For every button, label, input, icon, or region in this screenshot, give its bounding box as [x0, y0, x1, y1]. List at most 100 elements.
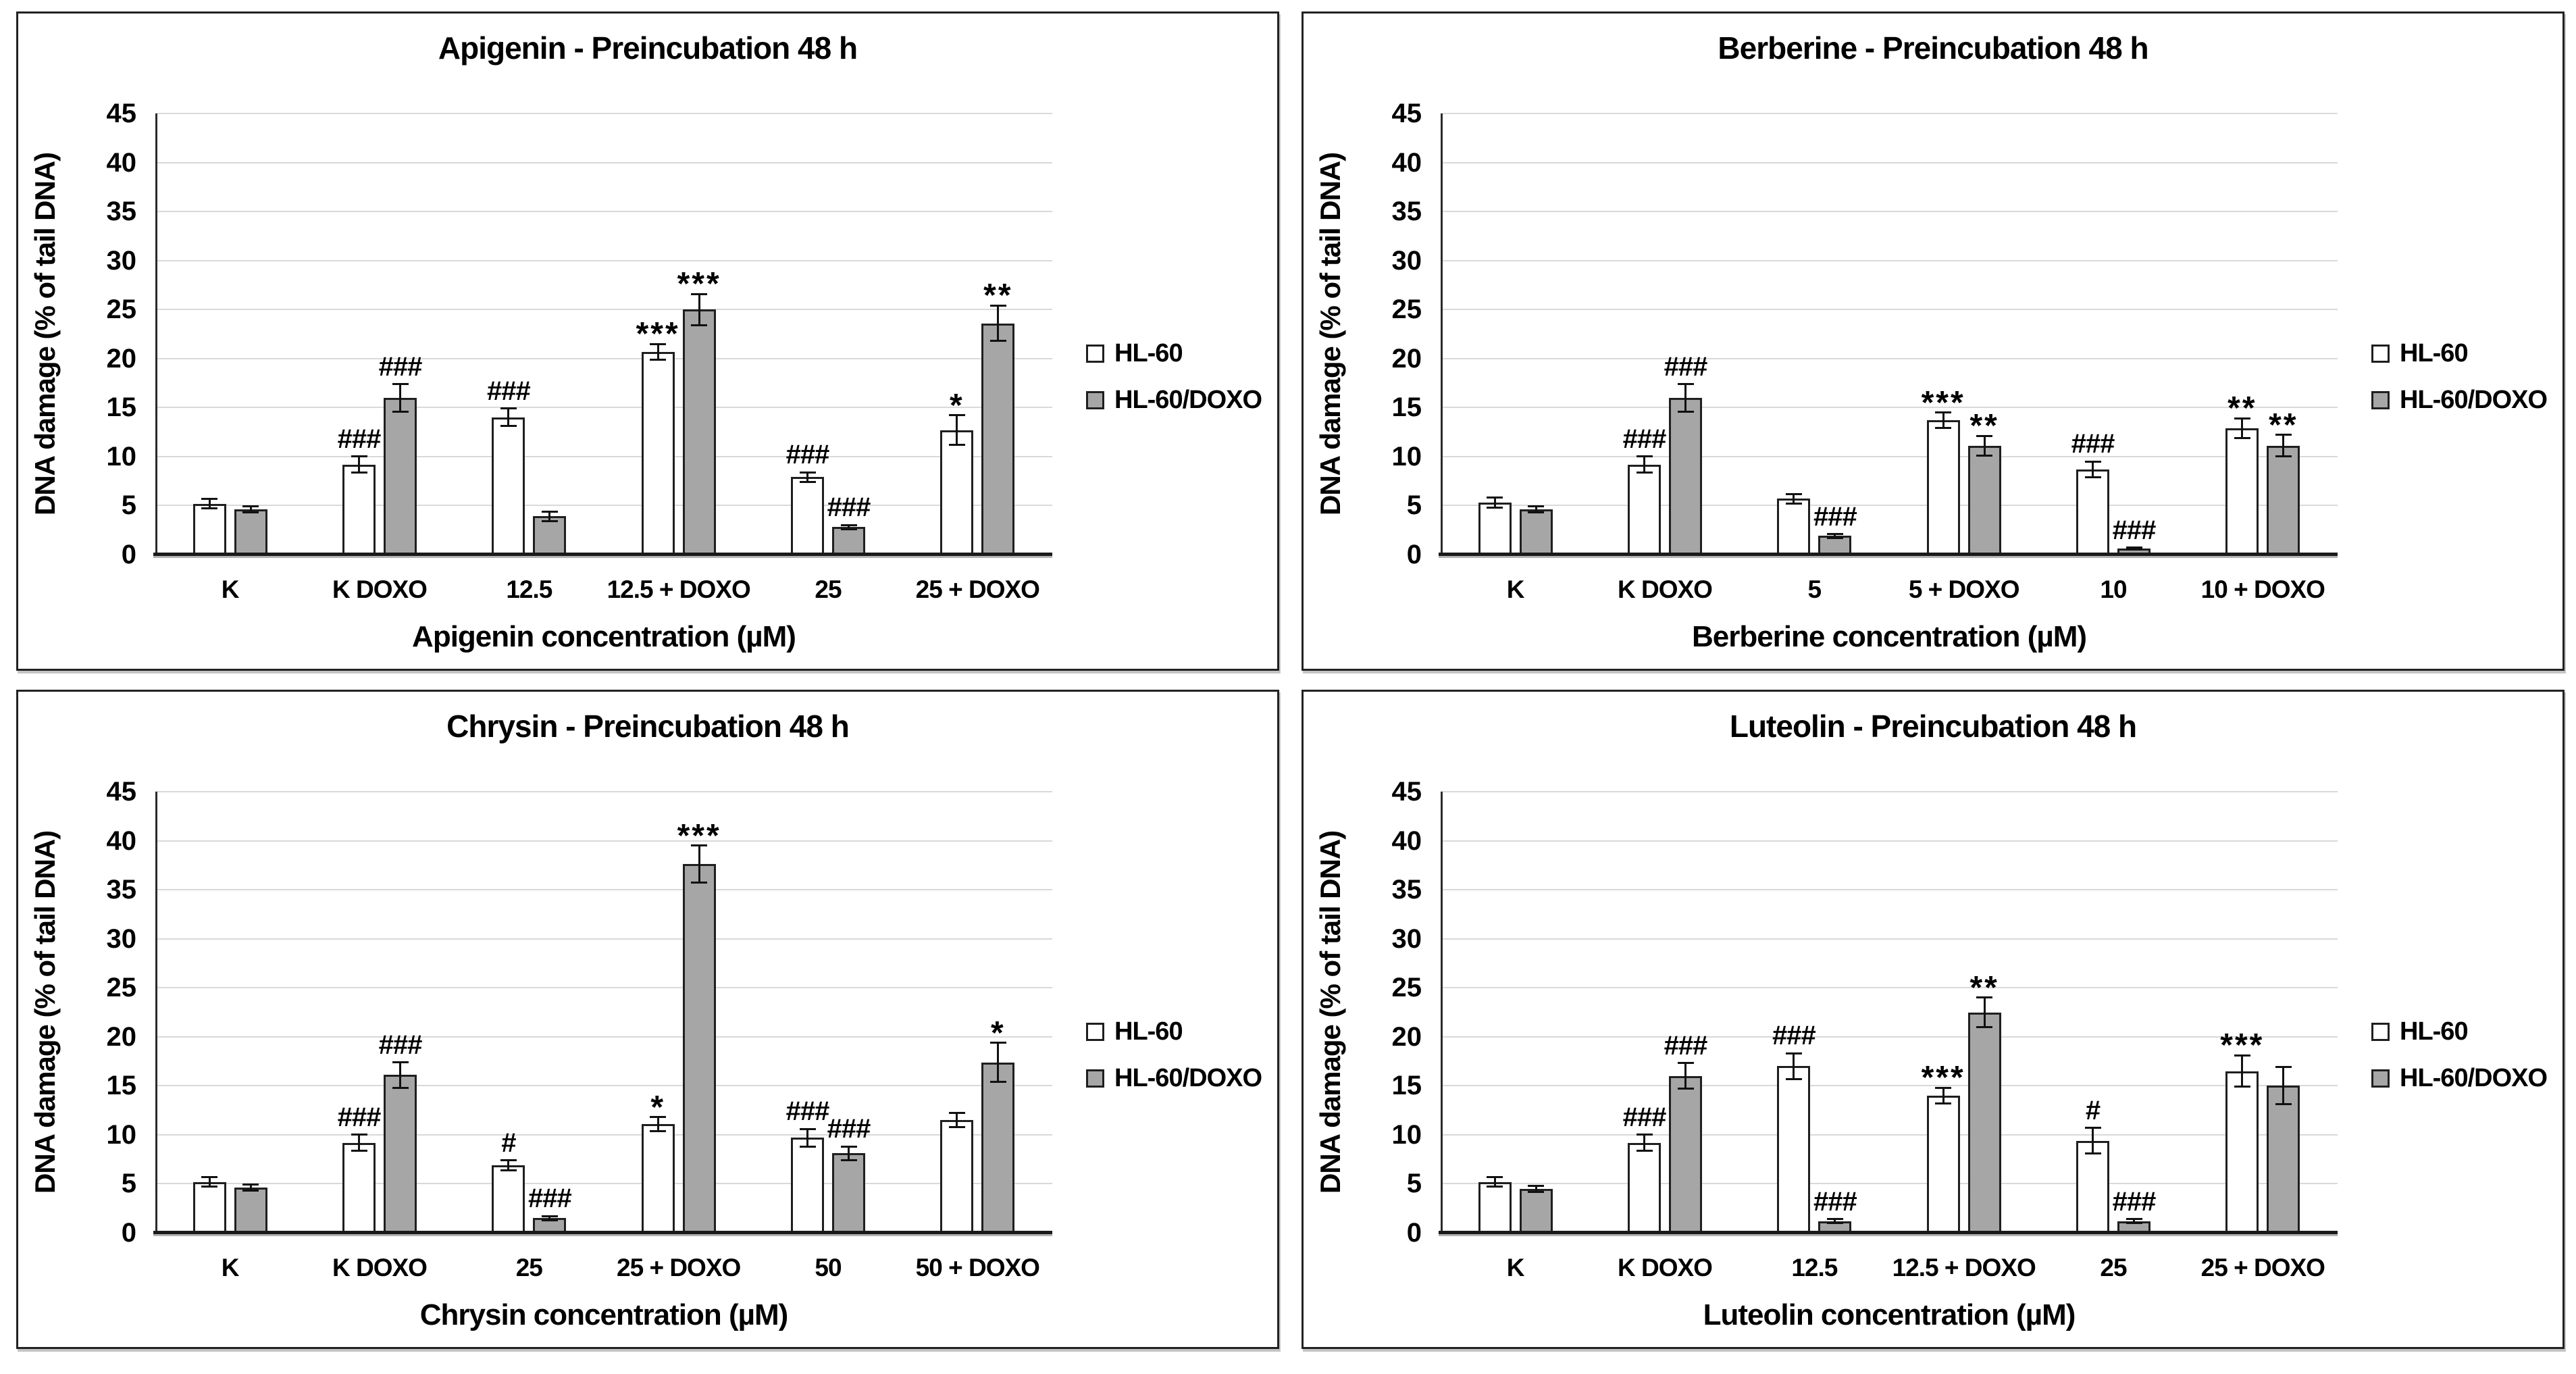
panel-apigenin: Apigenin - Preincubation 48 h DNA damage…	[16, 11, 1279, 671]
bar-hl-60-doxo	[234, 509, 267, 555]
legend-item: HL-60/DOXO	[2371, 1064, 2548, 1093]
error-bar	[997, 305, 1000, 341]
significance-annotation: ###	[2112, 1186, 2157, 1217]
legend-swatch-hl-60-doxo	[1086, 391, 1104, 409]
y-tick-label: 40	[106, 147, 137, 178]
error-bar-cap	[2234, 1086, 2250, 1088]
error-bar	[1684, 1063, 1686, 1089]
error-bar-cap	[351, 1149, 367, 1152]
significance-annotation: **	[1969, 408, 1999, 444]
error-bar	[507, 408, 510, 426]
gridline	[1441, 505, 2338, 507]
legend-label: HL-60	[2400, 1017, 2469, 1046]
bar-hl-60	[342, 1142, 376, 1233]
error-bar-cap	[1976, 996, 1993, 999]
bar-hl-60	[342, 464, 376, 555]
legend-label: HL-60	[1114, 1017, 1183, 1046]
error-bar-cap	[1677, 1088, 1694, 1090]
error-bar-cap	[840, 1145, 857, 1148]
legend-swatch-hl-60	[2371, 1023, 2390, 1041]
error-bar-cap	[989, 304, 1006, 307]
error-bar-cap	[201, 1175, 218, 1178]
legend: HL-60 HL-60/DOXO	[2371, 339, 2548, 415]
y-tick-label: 35	[1391, 197, 1422, 227]
significance-annotation: ###	[1813, 501, 1857, 532]
y-tick-label: 10	[1391, 1119, 1422, 1150]
error-bar-cap	[1487, 497, 1503, 499]
error-bar-cap	[2126, 549, 2142, 551]
gridline	[1441, 259, 2338, 261]
significance-annotation: ###	[1772, 1021, 1816, 1051]
bar-hl-60-doxo	[2267, 445, 2300, 555]
error-bar	[1535, 1186, 1537, 1192]
gridline	[155, 840, 1052, 842]
error-bar-cap	[2275, 1103, 2292, 1106]
error-bar-cap	[650, 342, 667, 345]
error-bar-cap	[1785, 1052, 1802, 1054]
significance-annotation: ###	[1664, 351, 1708, 382]
error-bar-cap	[948, 1112, 965, 1115]
y-tick-label: 30	[106, 245, 137, 276]
error-bar-cap	[201, 497, 218, 500]
significance-annotation: #	[2085, 1095, 2101, 1125]
gridline	[1441, 455, 2338, 457]
y-tick-label: 15	[1391, 392, 1422, 423]
gridline	[155, 357, 1052, 359]
error-bar	[698, 294, 700, 326]
error-bar-cap	[1528, 1184, 1545, 1187]
x-tick-label: 25	[515, 1254, 543, 1281]
error-bar-cap	[989, 1042, 1006, 1044]
error-bar	[2241, 1055, 2244, 1087]
legend: HL-60 HL-60/DOXO	[1086, 339, 1262, 415]
significance-annotation: **	[983, 278, 1013, 314]
bar-hl-60	[2225, 428, 2259, 555]
x-tick-label: K DOXO	[1618, 1254, 1713, 1281]
gridline	[1441, 1134, 2338, 1136]
significance-annotation: ###	[1813, 1186, 1857, 1217]
y-tick-label: 15	[106, 1071, 137, 1101]
bar-hl-60-doxo	[384, 1075, 417, 1233]
gridline	[1441, 309, 2338, 311]
gridline	[155, 889, 1052, 891]
error-bar	[656, 1117, 659, 1131]
error-bar-cap	[691, 844, 708, 847]
y-tick-label: 35	[106, 875, 137, 905]
significance-annotation: ###	[827, 1114, 871, 1144]
error-bar-cap	[392, 383, 409, 386]
significance-annotation: **	[2269, 407, 2298, 443]
x-tick-label: 5 + DOXO	[1908, 576, 2020, 603]
significance-annotation: ***	[1921, 1060, 1965, 1096]
bar-hl-60-doxo	[682, 864, 716, 1233]
error-bar-cap	[1935, 1086, 1952, 1089]
x-axis-line	[153, 553, 1052, 556]
bar-hl-60	[192, 503, 226, 555]
error-bar-cap	[1935, 427, 1952, 430]
gridline	[1441, 1085, 2338, 1087]
gridline	[1441, 938, 2338, 940]
y-axis-title: DNA damage (% of tail DNA)	[1314, 830, 1346, 1194]
error-bar-cap	[948, 443, 965, 446]
x-tick-label: 12.5 + DOXO	[607, 576, 751, 603]
error-bar-cap	[1677, 383, 1694, 386]
x-tick-label: K	[221, 1254, 240, 1281]
bar-hl-60	[1926, 1095, 1960, 1233]
bar-hl-60	[492, 1165, 525, 1233]
error-bar-cap	[2084, 476, 2101, 478]
gridline	[155, 407, 1052, 409]
x-tick-label: 25	[2100, 1254, 2127, 1281]
y-tick-label: 10	[106, 1119, 137, 1150]
x-tick-label: 10 + DOXO	[2200, 576, 2325, 603]
gridline	[155, 1134, 1052, 1136]
error-bar-cap	[1826, 536, 1843, 539]
error-bar-cap	[2275, 434, 2292, 436]
error-bar	[399, 384, 401, 412]
error-bar-cap	[242, 511, 259, 514]
y-tick-label: 5	[1406, 490, 1422, 521]
bar-hl-60-doxo	[1669, 1075, 1702, 1233]
bar-hl-60-doxo	[1967, 445, 2001, 555]
legend-swatch-hl-60-doxo	[2371, 391, 2390, 409]
chart-title: Chrysin - Preincubation 48 h	[446, 709, 850, 744]
y-tick-label: 45	[106, 99, 137, 128]
error-bar	[848, 1146, 850, 1161]
